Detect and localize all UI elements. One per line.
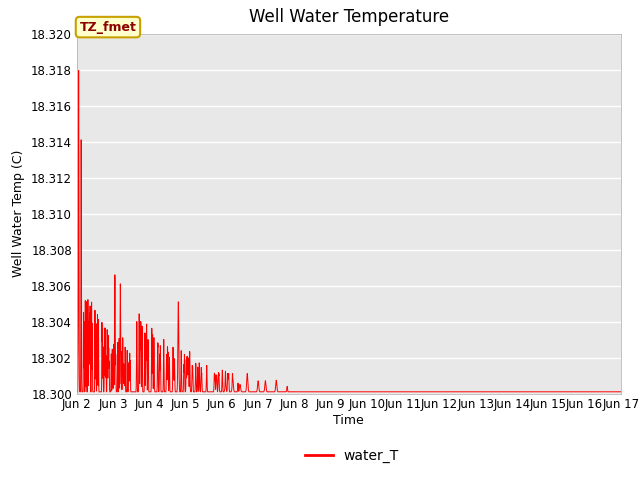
water_T bbox=[399, 389, 407, 395]
water_T bbox=[75, 68, 83, 73]
water_T bbox=[281, 389, 289, 395]
water_T bbox=[172, 389, 180, 395]
Line: water_T: water_T bbox=[77, 71, 621, 392]
Title: Well Water Temperature: Well Water Temperature bbox=[249, 9, 449, 26]
Legend: water_T: water_T bbox=[300, 443, 404, 468]
water_T bbox=[617, 389, 625, 395]
water_T bbox=[427, 389, 435, 395]
water_T bbox=[73, 389, 81, 395]
water_T bbox=[479, 389, 486, 395]
Y-axis label: Well Water Temp (C): Well Water Temp (C) bbox=[12, 150, 26, 277]
water_T bbox=[520, 389, 528, 395]
Text: TZ_fmet: TZ_fmet bbox=[79, 21, 136, 34]
X-axis label: Time: Time bbox=[333, 414, 364, 427]
